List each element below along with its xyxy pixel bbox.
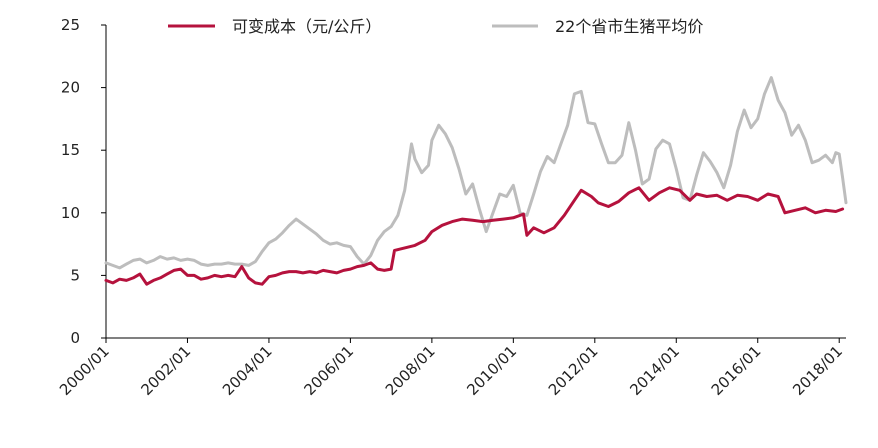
x-tick-label: 2008/01	[382, 342, 439, 399]
series-line-hog-price	[104, 76, 848, 270]
y-axis-ticks: 0 5 10 15 20 25	[61, 16, 106, 347]
x-tick-label: 2004/01	[219, 342, 276, 399]
x-tick-label: 2016/01	[708, 342, 765, 399]
axes	[105, 25, 846, 339]
y-tick-label: 25	[61, 16, 80, 34]
y-tick-label: 15	[61, 141, 80, 159]
x-tick-label: 2000/01	[56, 342, 113, 399]
y-tick-label: 10	[61, 204, 80, 222]
y-tick-label: 5	[70, 266, 80, 284]
series-group	[104, 76, 848, 286]
legend-label-hog-price: 22个省市生猪平均价	[555, 17, 703, 36]
y-tick-label: 20	[61, 79, 80, 97]
x-tick-label: 2006/01	[300, 342, 357, 399]
x-tick-label: 2014/01	[626, 342, 683, 399]
y-tick-label: 0	[70, 329, 80, 347]
x-axis-ticks: 2000/01 2002/01 2004/01 2006/01 2008/01 2010/…	[56, 338, 846, 399]
legend-label-variable-cost: 可变成本（元/公斤）	[232, 17, 381, 36]
legend: 可变成本（元/公斤） 22个省市生猪平均价	[168, 17, 703, 36]
x-tick-label: 2012/01	[545, 342, 602, 399]
x-tick-label: 2002/01	[137, 342, 194, 399]
x-tick-label: 2010/01	[463, 342, 520, 399]
x-tick-label: 2018/01	[789, 342, 846, 399]
series-line-variable-cost	[104, 186, 845, 286]
